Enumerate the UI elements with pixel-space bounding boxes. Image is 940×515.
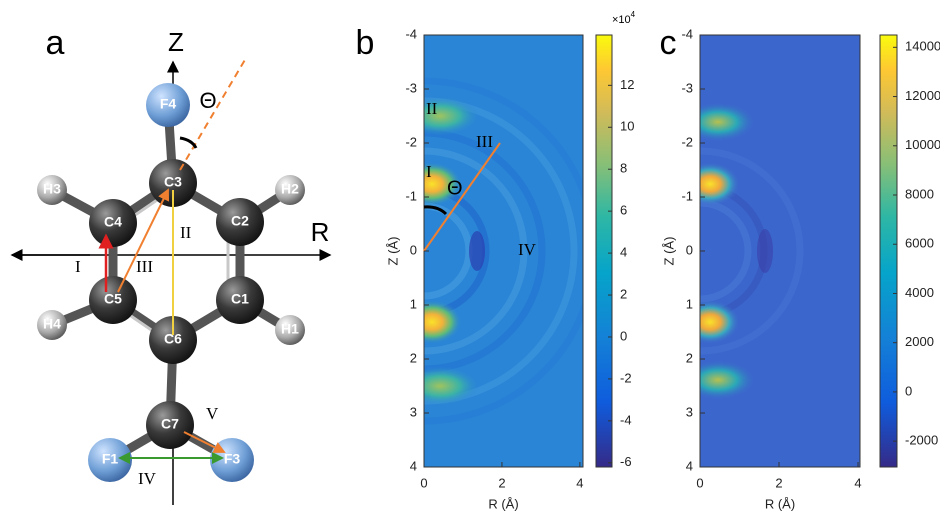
x-axis-label: R (Å) <box>488 496 518 511</box>
colorbar-tick-label: 10 <box>620 119 634 134</box>
distance-label: IV <box>138 469 157 488</box>
colorbar-tick-label: 8000 <box>905 186 934 201</box>
colorbar-tick-label: 12000 <box>905 88 940 103</box>
annotation: Θ <box>447 177 463 199</box>
y-tick-label: -1 <box>405 188 417 203</box>
x-axis-label: R (Å) <box>765 496 795 511</box>
atom-label: H3 <box>43 181 61 197</box>
colorbar-tick-label: -4 <box>620 412 632 427</box>
y-tick-label: 3 <box>686 404 693 419</box>
distance-label: V <box>206 404 219 423</box>
colorbar-scale: ×104 <box>612 10 636 26</box>
scale-exponent: 4 <box>631 10 636 19</box>
panel-label: c <box>660 24 677 62</box>
scale-base: ×10 <box>612 14 631 26</box>
theta-label: Θ <box>199 88 216 113</box>
distance-label: I <box>75 257 81 276</box>
panel-label: b <box>356 24 375 62</box>
y-tick-label: -3 <box>405 80 417 95</box>
axis-label: Z <box>168 27 184 57</box>
colorbar-tick-label: 0 <box>620 328 627 343</box>
atom-label: C3 <box>164 174 182 190</box>
y-axis-label: Z (Å) <box>385 237 400 266</box>
y-tick-label: -1 <box>681 188 693 203</box>
atom-label: C2 <box>231 213 249 229</box>
theta-arc <box>180 138 196 148</box>
colorbar-tick-label: 12 <box>620 77 634 92</box>
annotation: I <box>426 162 432 181</box>
y-tick-label: 3 <box>410 404 417 419</box>
colorbar-tick-label: 14000 <box>905 39 940 54</box>
atom-label: F1 <box>102 451 119 467</box>
colorbar <box>596 35 612 467</box>
y-tick-label: 0 <box>410 242 417 257</box>
colorbar-tick-label: 2000 <box>905 334 934 349</box>
atom-label: H4 <box>43 316 61 332</box>
y-tick-label: 2 <box>686 350 693 365</box>
atom-label: F3 <box>224 451 241 467</box>
panel-label: a <box>46 24 65 62</box>
y-tick-label: -4 <box>681 26 693 41</box>
figure: F4C3H3C4C2H2C5C1H4C6H1C7F1F3 a Z R Θ I I… <box>0 0 940 515</box>
axis-label: R <box>311 217 330 247</box>
x-tick-label: 4 <box>576 475 583 490</box>
y-tick-label: 1 <box>410 296 417 311</box>
x-tick-label: 2 <box>498 475 505 490</box>
colorbar-tick-label: 6000 <box>905 236 934 251</box>
y-tick-label: 1 <box>686 296 693 311</box>
annotation: II <box>426 99 438 118</box>
colorbar <box>880 35 897 467</box>
y-tick-label: -3 <box>681 80 693 95</box>
annotation: IV <box>518 240 537 259</box>
colorbar-tick-label: 4000 <box>905 285 934 300</box>
x-tick-label: 2 <box>775 475 782 490</box>
colorbar-tick-label: 0 <box>905 383 912 398</box>
colorbar-tick-label: 8 <box>620 161 627 176</box>
y-tick-label: 0 <box>686 242 693 257</box>
x-tick-label: 0 <box>696 475 703 490</box>
atom-label: F4 <box>160 96 177 112</box>
y-tick-label: -2 <box>405 134 417 149</box>
x-tick-label: 4 <box>854 475 861 490</box>
atom-label: C4 <box>104 214 122 230</box>
atom-label: H2 <box>281 181 299 197</box>
colorbar-tick-label: -6 <box>620 454 632 469</box>
y-tick-label: 2 <box>410 350 417 365</box>
atom-label: C7 <box>161 416 179 432</box>
y-tick-label: -4 <box>405 26 417 41</box>
colorbar-tick-label: 6 <box>620 203 627 218</box>
colorbar-tick-label: 4 <box>620 245 627 260</box>
heatmap-c <box>600 35 860 467</box>
atom-label: C1 <box>231 291 249 307</box>
y-tick-label: 4 <box>410 458 417 473</box>
y-tick-label: -2 <box>681 134 693 149</box>
x-tick-label: 0 <box>420 475 427 490</box>
y-axis-label: Z (Å) <box>661 237 676 266</box>
y-tick-label: 4 <box>686 458 693 473</box>
atom-label: C5 <box>104 291 122 307</box>
annotation: III <box>476 132 493 151</box>
colorbar-tick-label: -2000 <box>905 433 938 448</box>
colorbar-tick-label: 10000 <box>905 137 940 152</box>
theta-direction <box>180 58 246 170</box>
distance-label: III <box>136 257 153 276</box>
colorbar-tick-label: -2 <box>620 370 632 385</box>
colorbar-tick-label: 2 <box>620 286 627 301</box>
atom-label: H1 <box>281 321 299 337</box>
distance-label: II <box>180 223 192 242</box>
